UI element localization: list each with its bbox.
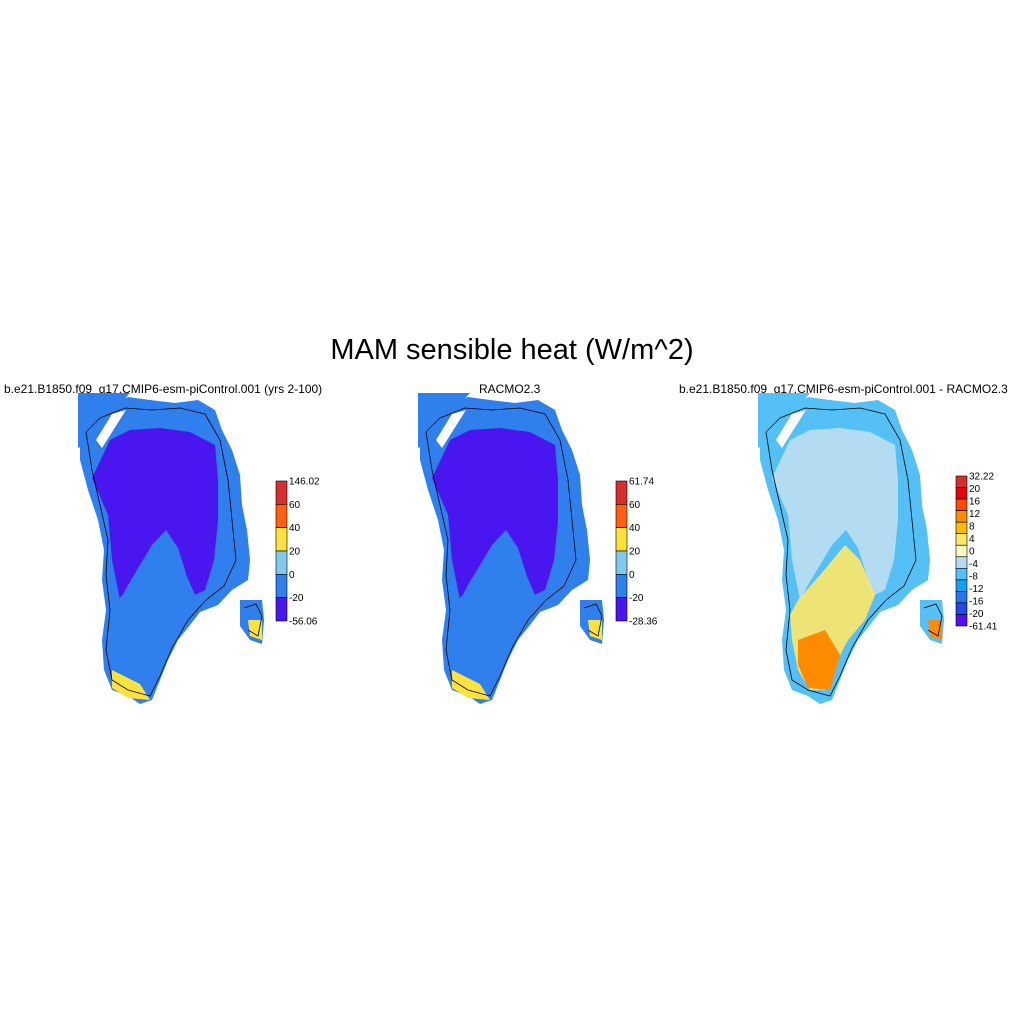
- colorbar-swatch: [275, 597, 288, 622]
- nares-strait: [96, 410, 126, 448]
- colorbar-tick-label: 20: [969, 484, 981, 495]
- colorbar-swatch: [615, 480, 628, 505]
- colorbar-tick-label: 0: [969, 547, 975, 558]
- ellesmere-fill: [418, 393, 470, 448]
- colorbar-swatch: [275, 480, 288, 505]
- ellesmere-fill: [78, 393, 130, 448]
- colorbar-tick-label: -20: [629, 593, 644, 604]
- colorbar-tick-label: -8: [969, 572, 978, 583]
- colorbar-swatch: [615, 597, 628, 622]
- colorbar-swatch: [615, 527, 628, 552]
- colorbar-tick-label: -16: [969, 597, 984, 608]
- colorbar-tick-label: 61.74: [629, 477, 654, 488]
- iceland-coastline: [923, 603, 943, 637]
- coastline: [765, 407, 917, 697]
- south-tip-fill: [112, 670, 150, 700]
- colorbar-swatch: [615, 550, 628, 575]
- colorbar-swatch: [955, 614, 968, 627]
- iceland-coastline: [243, 603, 263, 637]
- colorbar-tick-label: -61.41: [969, 622, 998, 633]
- colorbar-tick-label: 40: [289, 523, 301, 534]
- colorbar-tick-label: 0: [629, 570, 635, 581]
- colorbar-tick-label: 0: [289, 570, 295, 581]
- colorbar-swatch: [955, 544, 968, 558]
- panel-1-map: 146.02 60 40 20 0 -20 -56.06: [78, 393, 320, 704]
- colorbar-swatch: [275, 550, 288, 575]
- colorbar-swatch: [955, 602, 968, 615]
- south-tip-fill: [452, 670, 490, 700]
- interior-fill: [92, 428, 218, 600]
- colorbar-tick-label: 60: [629, 500, 641, 511]
- south-fill: [110, 545, 195, 690]
- colorbar-tick-label: -4: [969, 559, 978, 570]
- ellesmere-fill: [758, 393, 810, 448]
- colorbar-tick-label: 20: [289, 547, 301, 558]
- iceland-coastline: [583, 603, 603, 637]
- colorbar-swatch: [955, 475, 968, 488]
- colorbar-tick-label: 40: [629, 523, 641, 534]
- colorbar-swatch: [615, 574, 628, 598]
- colorbar-swatch: [955, 498, 968, 511]
- colorbar-tick-label: 60: [289, 500, 301, 511]
- colorbar-swatch: [955, 533, 968, 546]
- south-warm-anomaly: [798, 630, 840, 690]
- colorbar-swatch: [955, 510, 968, 523]
- coastline: [85, 407, 237, 697]
- figure-title: MAM sensible heat (W/m^2): [330, 334, 694, 366]
- colorbar-swatch: [275, 504, 288, 528]
- colorbar-swatch: [955, 521, 968, 534]
- colorbar-tick-label: -20: [289, 593, 304, 604]
- colorbar-tick-label: 4: [969, 534, 975, 545]
- nares-strait: [436, 410, 466, 448]
- panel-3-title: b.e21.B1850.f09_g17.CMIP6-esm-piControl.…: [679, 382, 1008, 396]
- colorbar-tick-label: 146.02: [289, 477, 320, 488]
- interior-fill: [772, 428, 898, 600]
- colorbar-swatch: [615, 504, 628, 528]
- colorbar-tick-label: -20: [969, 609, 984, 620]
- nares-strait: [776, 410, 806, 448]
- coastline: [425, 407, 577, 697]
- colorbar-tick-label: 32.22: [969, 472, 994, 483]
- colorbar-tick-label: -28.36: [629, 617, 658, 628]
- colorbar-tick-label: 8: [969, 522, 975, 533]
- colorbar-tick-label: 16: [969, 497, 981, 508]
- colorbar-swatch: [955, 568, 968, 581]
- colorbar-swatch: [955, 556, 968, 569]
- panel-2-map: 61.74 60 40 20 0 -20 -28.36: [418, 393, 658, 704]
- colorbar-tick-label: -56.06: [289, 617, 318, 628]
- colorbar-tick-label: -12: [969, 584, 984, 595]
- colorbar-tick-label: 12: [969, 509, 981, 520]
- colorbar-tick-label: 20: [629, 547, 641, 558]
- interior-fill: [432, 428, 558, 600]
- panel-2-title: RACMO2.3: [479, 382, 541, 396]
- panel-1-title: b.e21.B1850.f09_g17.CMIP6-esm-piControl.…: [4, 382, 323, 396]
- south-fill: [450, 545, 535, 690]
- colorbar-swatch: [955, 591, 968, 604]
- colorbar-swatch: [275, 574, 288, 598]
- colorbar-swatch: [955, 487, 968, 500]
- colorbar-swatch: [955, 579, 968, 592]
- colorbar-swatch: [275, 527, 288, 552]
